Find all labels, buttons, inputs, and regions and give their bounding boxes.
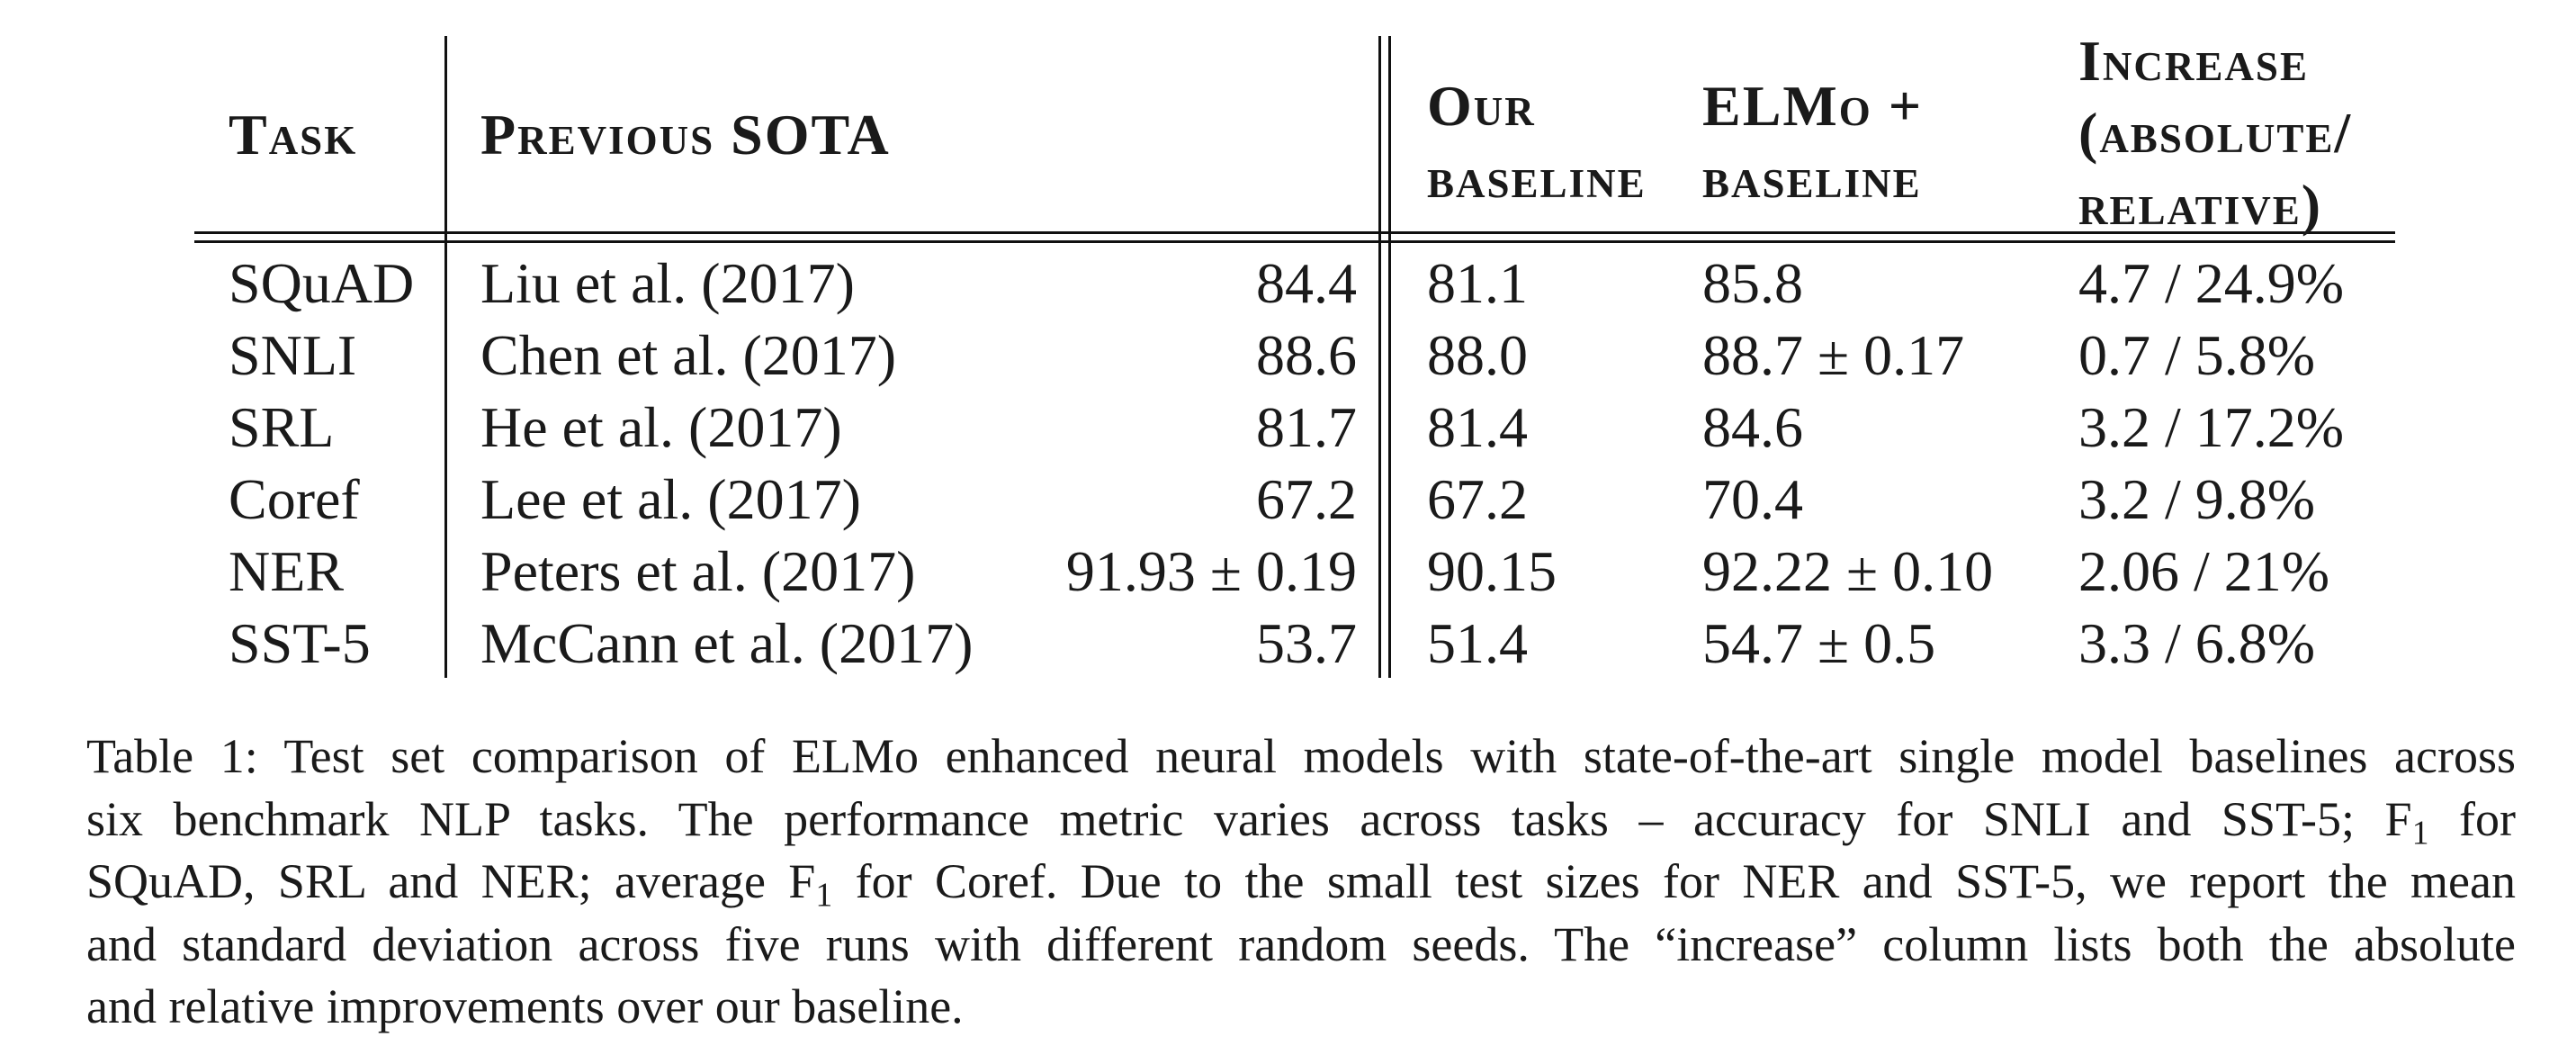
row-snli-increase: 0.7 / 5.8%: [2078, 323, 2316, 387]
double-rule-left: [1378, 36, 1381, 678]
row-srl-task: SRL: [229, 395, 335, 459]
header-elmo-baseline-line1: ELMo +: [1702, 74, 1924, 138]
row-coref-increase: 3.2 / 9.8%: [2078, 467, 2316, 531]
row-ner-prev-score: 91.93 ± 0.19: [1065, 539, 1357, 603]
task-column-rule: [444, 36, 447, 678]
row-squad-increase: 4.7 / 24.9%: [2078, 251, 2345, 315]
caption-line-5: and relative improvements over our basel…: [86, 979, 964, 1033]
row-snli-task: SNLI: [229, 323, 357, 387]
caption-line-4: and standard deviation across five runs …: [86, 916, 2516, 971]
row-sst5-increase: 3.3 / 6.8%: [2078, 611, 2316, 675]
row-coref-prev-model: Lee et al. (2017): [480, 467, 861, 531]
header-rule-top: [194, 231, 2395, 234]
header-our-baseline-line1: Our: [1427, 74, 1536, 138]
row-sst5-prev-model: McCann et al. (2017): [480, 611, 974, 675]
row-ner-task: NER: [229, 539, 344, 603]
row-ner-increase: 2.06 / 21%: [2078, 539, 2330, 603]
header-our-baseline-line2: baseline: [1427, 146, 1647, 210]
row-ner-prev-model: Peters et al. (2017): [480, 539, 916, 603]
row-srl-prev-model: He et al. (2017): [480, 395, 842, 459]
row-sst5-prev-score: 53.7: [1256, 611, 1357, 675]
row-coref-prev-score: 67.2: [1256, 467, 1357, 531]
results-table: Task Previous SOTA Our baseline ELMo + b…: [194, 29, 2395, 678]
row-coref-task: Coref: [229, 467, 360, 531]
row-ner-baseline: 90.15: [1427, 539, 1557, 603]
row-srl-increase: 3.2 / 17.2%: [2078, 395, 2345, 459]
row-ner-elmo: 92.22 ± 0.10: [1702, 539, 1994, 603]
caption-line-2: six benchmark NLP tasks. The performance…: [86, 791, 2516, 852]
row-sst5-elmo: 54.7 ± 0.5: [1702, 611, 1936, 675]
row-squad-elmo: 85.8: [1702, 251, 1803, 315]
header-elmo-baseline-line2: baseline: [1702, 146, 1922, 210]
header-task: Task: [229, 103, 358, 167]
row-srl-elmo: 84.6: [1702, 395, 1803, 459]
row-squad-prev-score: 84.4: [1256, 251, 1357, 315]
header-rule-bottom: [194, 240, 2395, 243]
row-squad-prev-model: Liu et al. (2017): [480, 251, 855, 315]
header-increase-line3: relative): [2078, 173, 2323, 237]
row-snli-elmo: 88.7 ± 0.17: [1702, 323, 1965, 387]
row-snli-baseline: 88.0: [1427, 323, 1528, 387]
row-sst5-baseline: 51.4: [1427, 611, 1528, 675]
row-squad-task: SQuAD: [229, 251, 415, 315]
caption-line-1: Table 1: Test set comparison of ELMo enh…: [86, 729, 2516, 783]
row-coref-baseline: 67.2: [1427, 467, 1528, 531]
row-sst5-task: SST-5: [229, 611, 371, 675]
row-squad-baseline: 81.1: [1427, 251, 1528, 315]
row-srl-baseline: 81.4: [1427, 395, 1528, 459]
header-increase-line2: (absolute/: [2078, 101, 2353, 165]
double-rule-right: [1388, 36, 1391, 678]
header-increase-line1: Increase: [2078, 29, 2309, 93]
header-previous-sota: Previous SOTA: [480, 103, 891, 167]
caption-line-3: SQuAD, SRL and NER; average F1 for Coref…: [86, 854, 2516, 915]
row-snli-prev-model: Chen et al. (2017): [480, 323, 897, 387]
row-srl-prev-score: 81.7: [1256, 395, 1357, 459]
row-coref-elmo: 70.4: [1702, 467, 1803, 531]
table-caption: Table 1: Test set comparison of ELMo enh…: [86, 726, 2516, 1039]
row-snli-prev-score: 88.6: [1256, 323, 1357, 387]
